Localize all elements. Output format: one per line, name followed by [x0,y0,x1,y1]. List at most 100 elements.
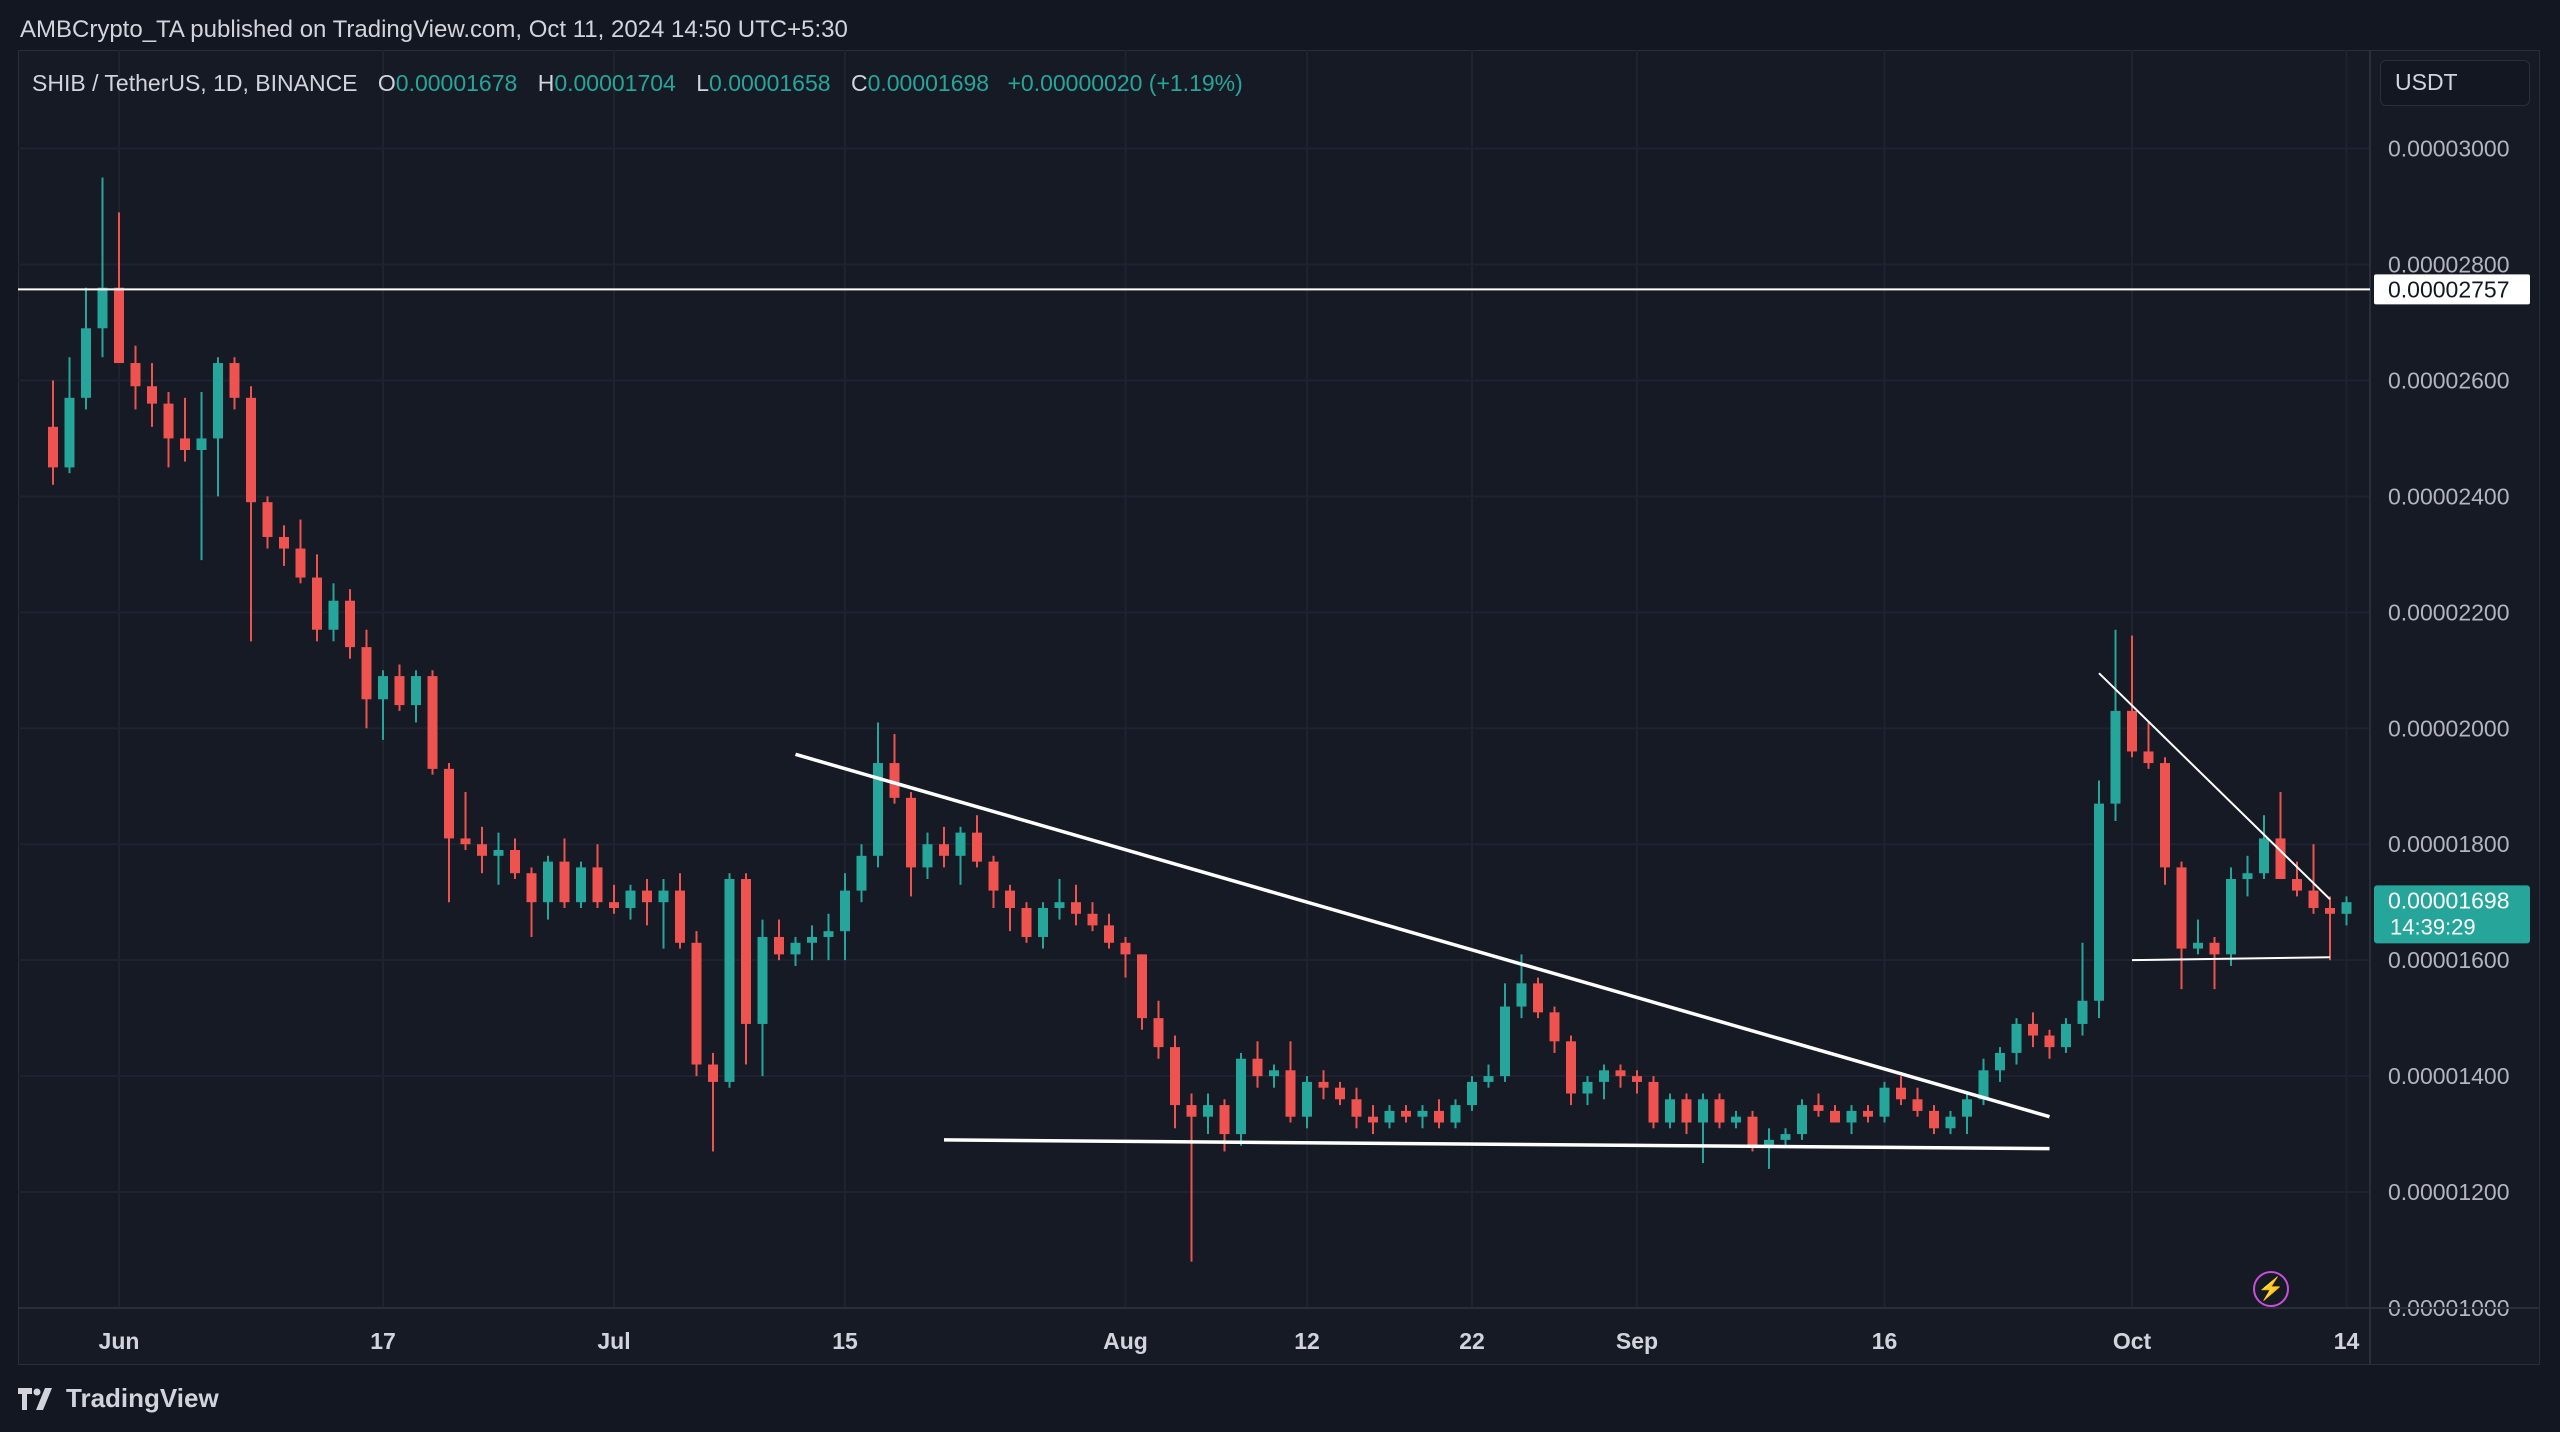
candle [2242,855,2253,897]
footer-brand-text: TradingView [66,1383,219,1413]
candle-body [1863,1110,1873,1117]
horizontal-line-group: 0.00002757 [18,274,2530,305]
candle [1021,902,1032,943]
candle [1087,902,1098,932]
candle-body [1731,1116,1741,1123]
candle [1648,1076,1659,1129]
trendline [2131,956,2331,962]
candle-body [1665,1099,1675,1123]
candle-body [724,879,735,1082]
candle-body [114,287,124,364]
candle [1401,1105,1411,1123]
candle-body [1087,913,1098,926]
candle-body [955,832,966,856]
candle-body [1533,983,1543,1013]
candle-body [262,502,273,537]
candle [229,357,240,410]
candle-body [196,438,207,451]
candle [823,913,834,961]
close-value: 0.00001698 [867,70,990,96]
candle [774,919,784,961]
candle [246,386,256,642]
candle-body [246,397,256,503]
candle [1153,1000,1164,1059]
candle [510,838,520,880]
x-tick-label: Sep [1616,1328,1658,1354]
open-value: 0.00001678 [395,70,518,96]
trendline [2098,672,2331,901]
candle [1830,1105,1840,1123]
candle [2275,792,2286,880]
candle-body [81,328,91,398]
lightning-icon[interactable]: ⚡ [2253,1271,2289,1307]
candle-body [1351,1099,1362,1117]
candle [625,884,636,920]
footer-brand[interactable]: TradingView [18,1383,219,1414]
candle [1335,1081,1345,1106]
candle-body [1384,1110,1395,1123]
symbol-name[interactable]: SHIB / TetherUS, 1D, BINANCE [32,70,358,96]
candle [2143,722,2154,769]
candle-body [1500,1006,1510,1077]
y-tick-label: 0.00002200 [2388,599,2510,625]
candle [906,792,916,897]
publisher-line: AMBCrypto_TA published on TradingView.co… [20,16,848,43]
candle [213,357,223,497]
candle-body [1846,1110,1857,1123]
candle [1813,1093,1824,1117]
candle-body [1995,1052,2005,1071]
trendlines [795,672,2331,1151]
candle [2094,780,2104,1019]
candle-body [2127,710,2137,752]
candle-body [394,676,405,706]
candle [1681,1093,1692,1135]
candle-body [757,936,768,1024]
candle-body [1450,1105,1461,1123]
candle [1566,1035,1576,1106]
candle [1417,1105,1428,1129]
candle [1236,1052,1246,1146]
candle-body [1929,1110,1939,1129]
x-tick-label: 12 [1294,1328,1320,1354]
candle-body [1236,1058,1246,1135]
candle [1104,913,1114,949]
candle [48,380,58,485]
candle [163,392,174,468]
candle [939,826,949,868]
candle [1533,977,1543,1019]
price-tag-price: 0.00001698 [2388,887,2510,913]
candle [1467,1076,1477,1111]
candle-body [807,936,817,943]
y-tick-label: 0.00002600 [2388,367,2510,393]
candle [1632,1070,1642,1094]
candle-body [1516,983,1527,1007]
candle-body [774,936,784,955]
candle [1731,1110,1741,1129]
candle-body [493,850,504,856]
candle-body [708,1064,718,1082]
candle [2259,815,2269,880]
candle-body [345,600,355,648]
candle-body [1269,1070,1279,1077]
currency-unit-button[interactable]: USDT [2380,60,2530,106]
candle [592,844,603,908]
symbol-legend: SHIB / TetherUS, 1D, BINANCE O0.00001678… [32,70,1243,97]
y-tick-label: 0.00002800 [2388,251,2510,277]
candle [1252,1041,1263,1088]
candle-body [972,832,982,862]
y-tick-label: 0.00003000 [2388,136,2510,162]
candle [114,212,124,364]
candle-body [2259,838,2269,874]
candle-body [2094,803,2104,1001]
candle-body [1483,1076,1494,1082]
candle-body [1879,1087,1890,1117]
candle [543,855,553,920]
candle-body [97,287,108,329]
candle-body [1120,942,1131,955]
candle-body [1467,1081,1477,1106]
candle-body [2308,890,2319,908]
candle-body [147,386,157,404]
candle-body [1219,1105,1230,1135]
candle-body [922,844,933,868]
